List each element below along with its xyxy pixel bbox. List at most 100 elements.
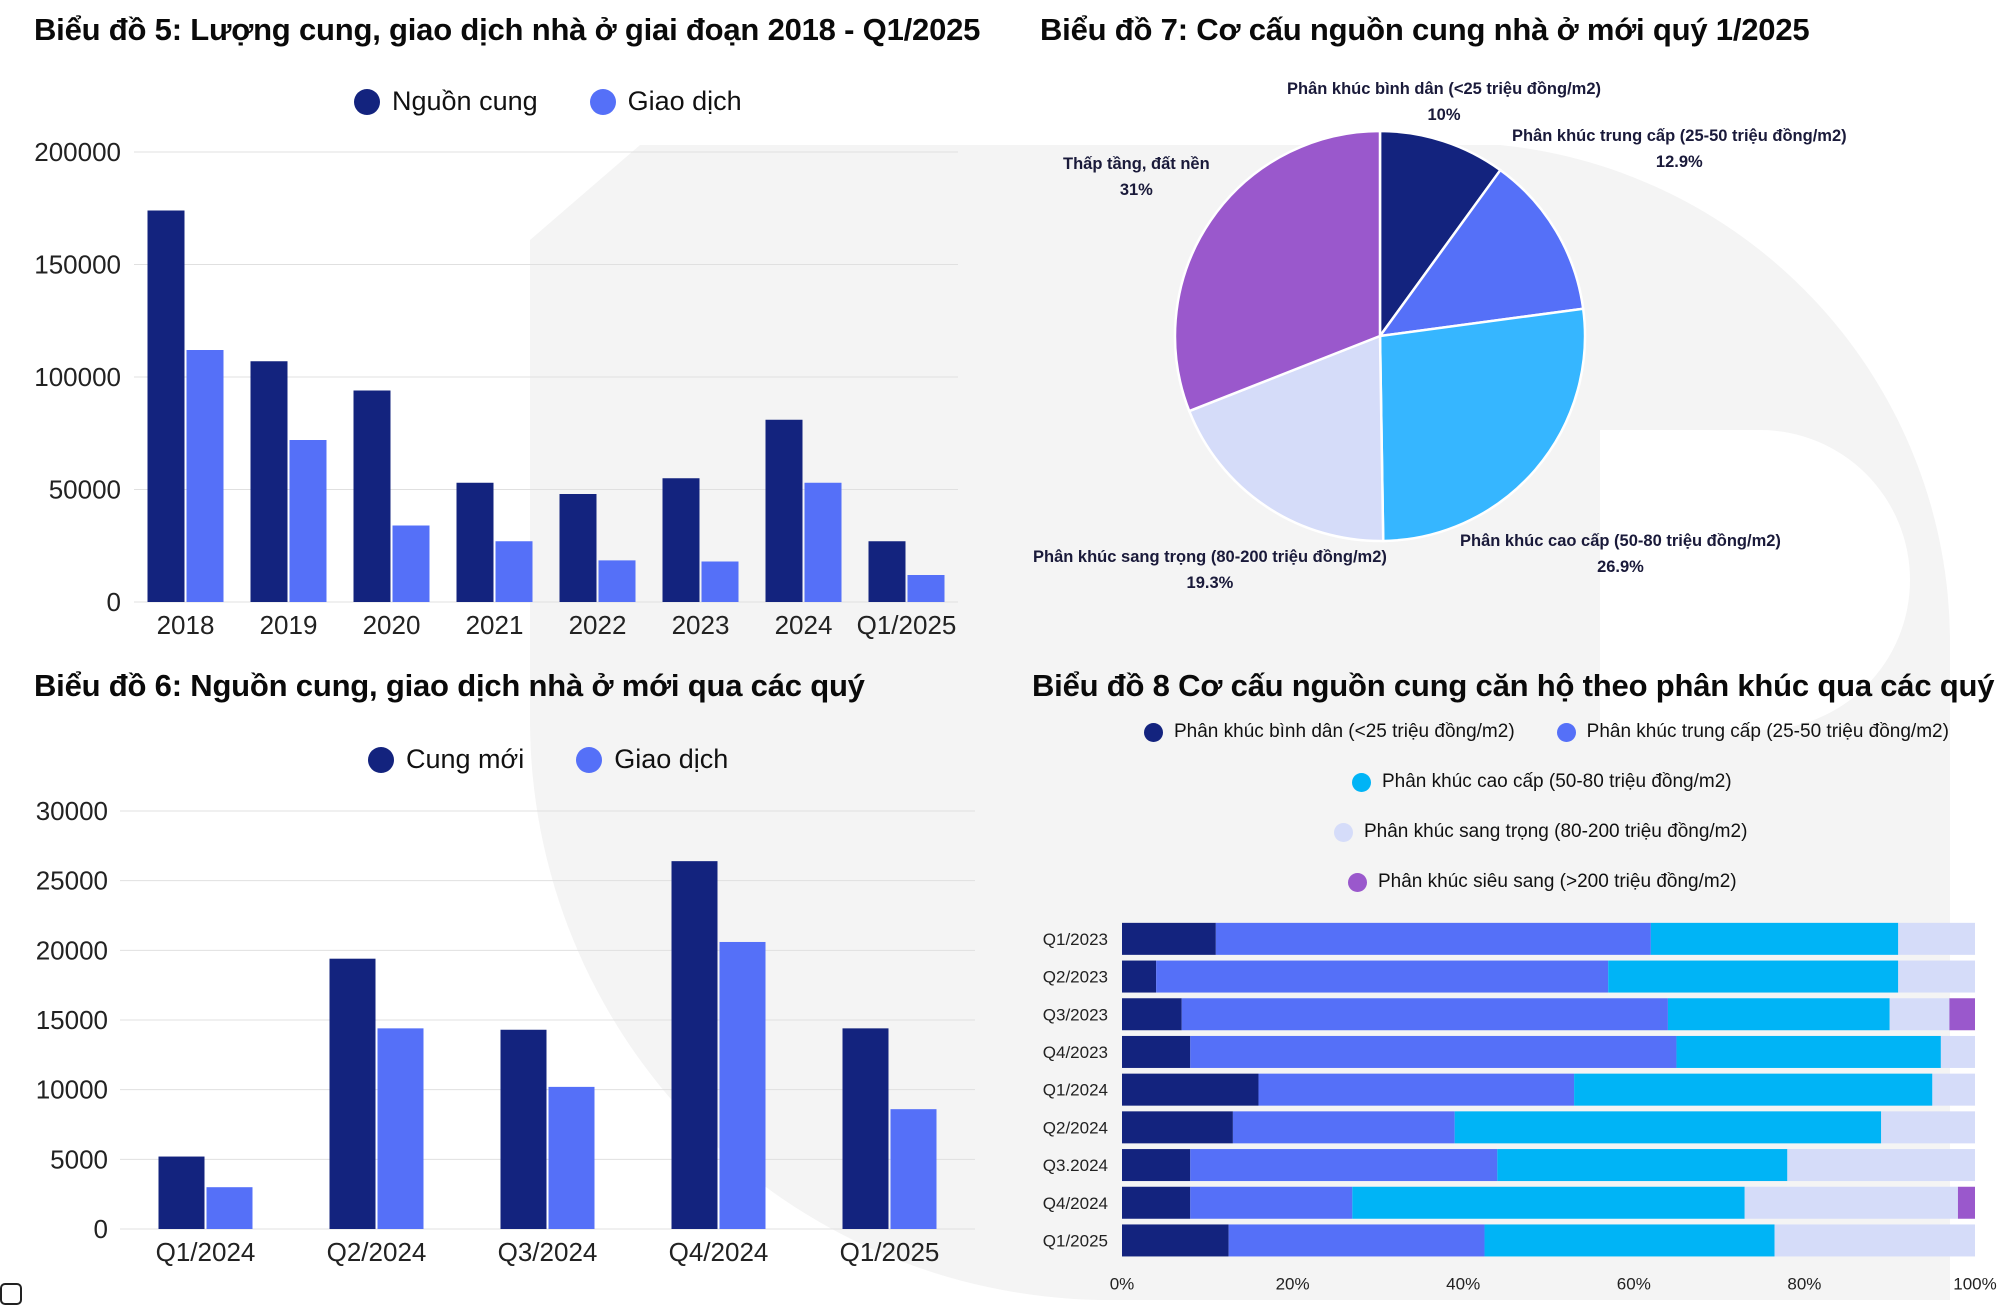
y-tick-label: Q1/2023	[1043, 930, 1108, 949]
stacked-segment	[1181, 998, 1668, 1031]
bar	[890, 1109, 937, 1229]
stacked-segment	[1898, 922, 1975, 955]
y-tick-label: Q1/2024	[1043, 1081, 1108, 1100]
chart-5-plot: 0 50000 100000 150000 200000 2018 2019 2020 2021…	[34, 137, 958, 640]
stacked-segment	[1940, 1035, 1975, 1068]
y-tick-label: 10000	[36, 1075, 108, 1105]
bar	[186, 350, 224, 602]
stacked-segment	[1881, 1111, 1975, 1144]
x-tick-label: 2021	[466, 610, 524, 640]
bar	[206, 1187, 253, 1229]
y-tick-label: 30000	[36, 796, 108, 826]
chart-6-plot: 0 5000 10000 15000 20000 25000 30000 Q1/2024 Q2/…	[36, 796, 975, 1267]
y-tick-label: 0	[94, 1214, 108, 1244]
pie-label-name: Phân khúc trung cấp (25-50 triệu đồng/m2…	[1512, 127, 1847, 145]
y-tick-label: 50000	[49, 475, 121, 505]
stacked-segment	[1156, 960, 1609, 993]
x-tick-label: 100%	[1953, 1274, 1996, 1293]
stacked-segment	[1352, 1186, 1745, 1219]
legend-swatch	[354, 88, 380, 115]
stacked-segment	[1122, 922, 1216, 955]
bar	[250, 361, 288, 602]
pie-label-value: 12.9%	[1655, 153, 1703, 171]
stacked-segment	[1650, 922, 1899, 955]
bar	[598, 560, 636, 602]
chart-5-panel: Biểu đồ 5: Lượng cung, giao dịch nhà ở g…	[0, 0, 990, 650]
legend-item-cao-cap: Phân khúc cao cấp (50-80 triệu đồng/m2)	[1352, 771, 1732, 793]
legend-label: Phân khúc bình dân (<25 triệu đồng/m2)	[1174, 721, 1515, 742]
bar	[377, 1028, 424, 1229]
stacked-segment	[1228, 1224, 1485, 1257]
y-tick-label: Q2/2024	[1043, 1118, 1108, 1137]
x-tick-label: 2020	[363, 610, 421, 640]
y-tick-label: 25000	[36, 866, 108, 896]
y-tick-label: Q3.2024	[1043, 1156, 1108, 1175]
legend-swatch	[1556, 722, 1576, 742]
x-tick-label: Q1/2025	[840, 1237, 940, 1267]
bar	[701, 561, 739, 602]
legend-item-giao-dich: Giao dịch	[576, 744, 728, 775]
legend-item-binh-dan: Phân khúc bình dân (<25 triệu đồng/m2)	[1144, 721, 1515, 743]
y-tick-label: Q4/2023	[1043, 1043, 1108, 1062]
legend-item-nguon-cung: Nguồn cung	[354, 86, 538, 117]
bar	[289, 440, 327, 602]
stacked-segment	[1122, 1149, 1191, 1182]
bar	[842, 1028, 889, 1229]
pie-label-cao-cap: Phân khúc cao cấp (50-80 triệu đồng/m2) …	[1460, 528, 1781, 580]
pie-label-name: Phân khúc cao cấp (50-80 triệu đồng/m2)	[1460, 532, 1781, 550]
bar	[559, 494, 597, 602]
y-tick-label: Q3/2023	[1043, 1005, 1108, 1024]
pie-slice	[1377, 168, 1585, 338]
legend-swatch	[589, 88, 616, 115]
pie-slice	[1187, 334, 1385, 543]
bar	[719, 941, 766, 1229]
bar	[804, 482, 842, 602]
legend-item-giao-dich: Giao dịch	[589, 86, 742, 117]
x-tick-label: Q1/2024	[156, 1237, 256, 1267]
chart-5-legend: Nguồn cung Giao dịch	[354, 86, 742, 117]
x-tick-label: Q4/2024	[669, 1237, 769, 1267]
y-tick-label: Q2/2023	[1043, 968, 1108, 987]
legend-swatch	[1348, 872, 1367, 892]
stacked-segment	[1949, 998, 1975, 1031]
chart-8-panel: Biểu đồ 8 Cơ cấu nguồn cung căn hộ theo …	[1000, 650, 2000, 1304]
pie-slice	[1378, 129, 1503, 340]
pie-label-value: 26.9%	[1597, 558, 1644, 576]
chart-8-title: Biểu đồ 8 Cơ cấu nguồn cung căn hộ theo …	[1032, 668, 1995, 703]
pie-label-trung-cap: Phân khúc trung cấp (25-50 triệu đồng/m2…	[1512, 123, 1847, 175]
x-tick-label: 40%	[1446, 1274, 1480, 1293]
x-tick-label: 0%	[1110, 1274, 1135, 1293]
chart-5-title: Biểu đồ 5: Lượng cung, giao dịch nhà ở g…	[34, 12, 981, 47]
y-tick-label: 20000	[36, 935, 108, 965]
stacked-segment	[1889, 998, 1950, 1031]
legend-label: Phân khúc trung cấp (25-50 triệu đồng/m2…	[1586, 721, 1949, 742]
y-tick-label: 200000	[34, 137, 121, 167]
stacked-segment	[1676, 1035, 1941, 1068]
pie-slice	[1378, 307, 1587, 543]
chart-6-panel: Biểu đồ 6: Nguồn cung, giao dịch nhà ở m…	[0, 650, 990, 1304]
stacked-segment	[1957, 1186, 1975, 1219]
x-tick-label: Q1/2025	[857, 610, 957, 640]
x-tick-label: 2019	[260, 610, 318, 640]
y-tick-label: Q4/2024	[1043, 1194, 1108, 1213]
bar	[353, 390, 391, 602]
bar	[548, 1086, 595, 1229]
x-tick-label: 2023	[672, 610, 730, 640]
stacked-segment	[1608, 960, 1899, 993]
stacked-segment	[1774, 1224, 1975, 1257]
stacked-segment	[1122, 1073, 1259, 1106]
pie-label-name: Phân khúc sang trọng (80-200 triệu đồng/…	[1033, 548, 1387, 566]
stacked-segment	[1190, 1186, 1353, 1219]
stacked-segment	[1122, 1035, 1191, 1068]
stacked-segment	[1232, 1111, 1455, 1144]
legend-item-trung-cap: Phân khúc trung cấp (25-50 triệu đồng/m2…	[1556, 721, 1949, 743]
pie-label-name: Thấp tầng, đất nền	[1063, 155, 1210, 173]
y-tick-label: 15000	[36, 1005, 108, 1035]
y-tick-label: 100000	[34, 362, 121, 392]
stacked-segment	[1122, 998, 1182, 1031]
stacked-segment	[1258, 1073, 1575, 1106]
chart-8-legend-row-2: Phân khúc cao cấp (50-80 triệu đồng/m2)	[1352, 771, 1732, 793]
chart-8-legend-row-3: Phân khúc sang trọng (80-200 triệu đồng/…	[1334, 821, 1747, 843]
bar	[671, 861, 718, 1229]
y-tick-label: 5000	[50, 1144, 108, 1174]
